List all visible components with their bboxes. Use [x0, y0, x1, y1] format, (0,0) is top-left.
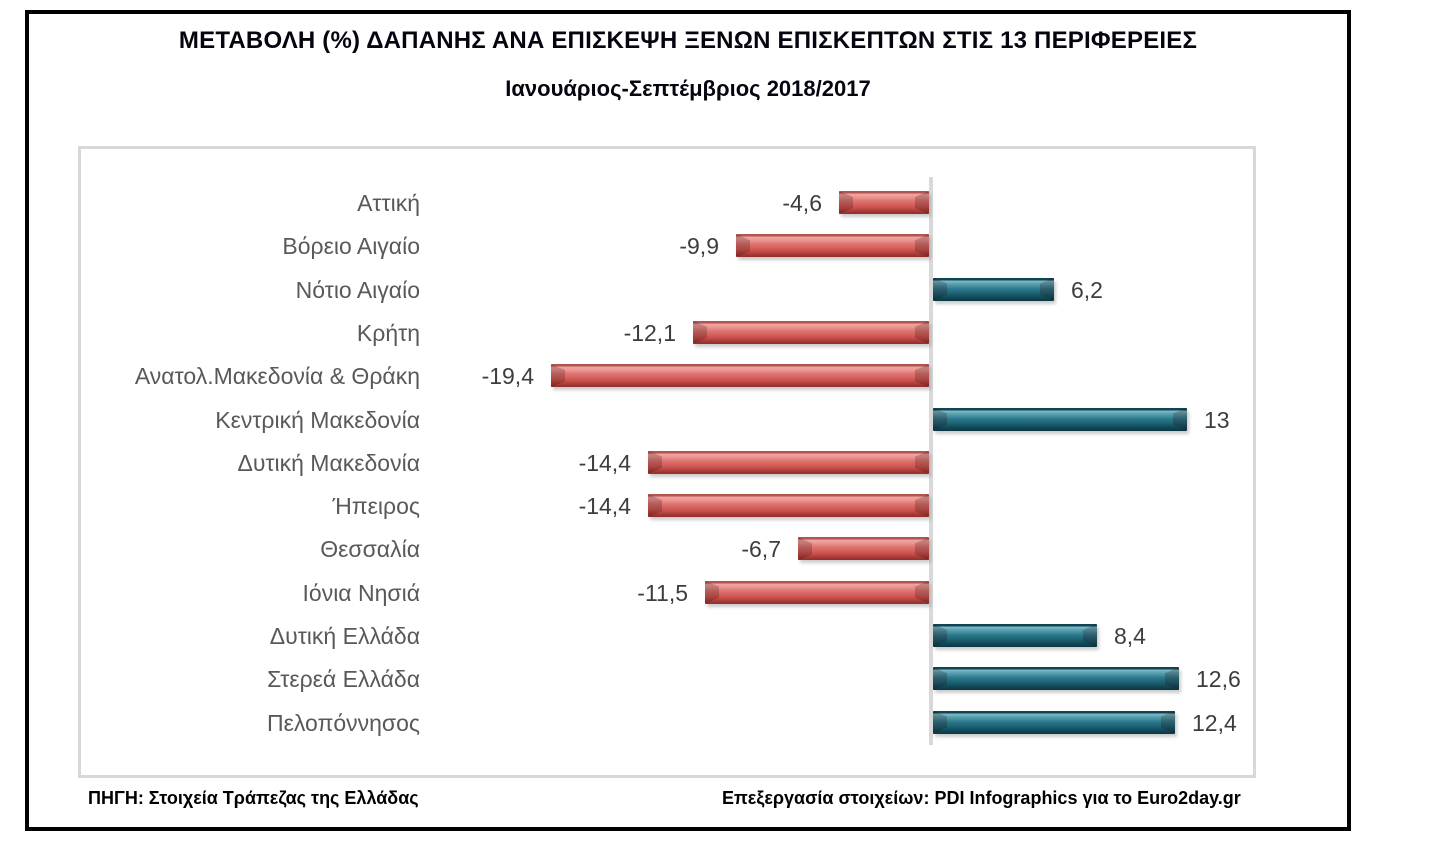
bar-end-cap: [1083, 624, 1097, 647]
chart-title: ΜΕΤΑΒΟΛΗ (%) ΔΑΠΑΝΗΣ ΑΝΑ ΕΠΙΣΚΕΨΗ ΞΕΝΩΝ …: [178, 27, 1198, 54]
category-label: Ανατολ.Μακεδονία & Θράκη: [134, 363, 420, 390]
value-label: 13: [1204, 406, 1230, 433]
bar-end-cap: [551, 364, 565, 388]
category-label: Πελοπόννησος: [266, 709, 420, 736]
bar-end-cap: [915, 320, 929, 344]
footer-credit-text: Επεξεργασία στοιχείων: PDI Infographics …: [722, 788, 1241, 808]
bar-end-cap: [693, 320, 707, 344]
category-label: Κεντρική Μακεδονία: [215, 406, 420, 433]
category-label: Αττική: [357, 190, 420, 216]
chart-subtitle: Ιανουάριος-Σεπτέμβριος 2018/2017: [505, 76, 871, 101]
bar-end-cap: [648, 494, 662, 518]
value-label: -14,4: [578, 493, 631, 520]
bar-negative: [839, 191, 929, 214]
value-label: -12,1: [623, 319, 676, 346]
category-label: Στερεά Ελλάδα: [267, 666, 420, 693]
bar-positive: [933, 667, 1179, 691]
bar-end-cap: [915, 494, 929, 518]
bar-end-cap: [839, 191, 853, 214]
value-label: -9,9: [679, 233, 719, 260]
bar-end-cap: [1161, 710, 1175, 734]
bar-negative: [551, 364, 929, 388]
category-label: Θεσσαλία: [320, 536, 420, 563]
category-label: Βόρειο Αιγαίο: [282, 233, 420, 260]
bar-end-cap: [933, 667, 947, 691]
bar-end-cap: [705, 580, 719, 604]
value-label: -19,4: [481, 363, 534, 390]
bar-negative: [693, 320, 929, 344]
bar-end-cap: [933, 710, 947, 734]
bar-end-cap: [915, 537, 929, 561]
bar-end-cap: [1165, 667, 1179, 691]
zero-axis-line: [929, 177, 933, 745]
value-label: 12,6: [1196, 666, 1241, 693]
value-label: -4,6: [782, 190, 822, 216]
bar-negative: [798, 537, 929, 561]
bar-positive: [933, 407, 1187, 431]
bar-negative: [648, 494, 929, 518]
bar-positive: [933, 277, 1054, 301]
value-label: -6,7: [741, 536, 781, 563]
footer-source-text: ΠΗΓΗ: Στοιχεία Τράπεζας της Ελλάδας: [88, 788, 419, 808]
bar-end-cap: [915, 580, 929, 604]
value-label: -14,4: [578, 449, 631, 476]
bar-end-cap: [915, 234, 929, 258]
bar-end-cap: [798, 537, 812, 561]
bar-end-cap: [933, 624, 947, 647]
bar-end-cap: [1040, 277, 1054, 301]
value-label: 8,4: [1114, 623, 1146, 649]
bar-end-cap: [915, 450, 929, 474]
category-label: Δυτική Μακεδονία: [237, 449, 420, 476]
category-label: Ήπειρος: [332, 493, 420, 520]
bar-end-cap: [915, 364, 929, 388]
bar-negative: [736, 234, 929, 258]
bar-end-cap: [915, 191, 929, 214]
category-label: Ιόνια Νησιά: [302, 579, 420, 606]
bar-end-cap: [736, 234, 750, 258]
category-label: Νότιο Αιγαίο: [295, 276, 420, 303]
bar-end-cap: [648, 450, 662, 474]
bar-end-cap: [933, 277, 947, 301]
category-label: Δυτική Ελλάδα: [269, 623, 420, 649]
bar-positive: [933, 710, 1175, 734]
bar-end-cap: [1173, 407, 1187, 431]
category-label: Κρήτη: [356, 319, 420, 346]
value-label: 12,4: [1192, 709, 1237, 736]
value-label: 6,2: [1071, 276, 1103, 303]
bar-end-cap: [933, 407, 947, 431]
bar-negative: [705, 580, 929, 604]
value-label: -11,5: [637, 579, 688, 606]
bar-negative: [648, 450, 929, 474]
bar-positive: [933, 624, 1097, 647]
